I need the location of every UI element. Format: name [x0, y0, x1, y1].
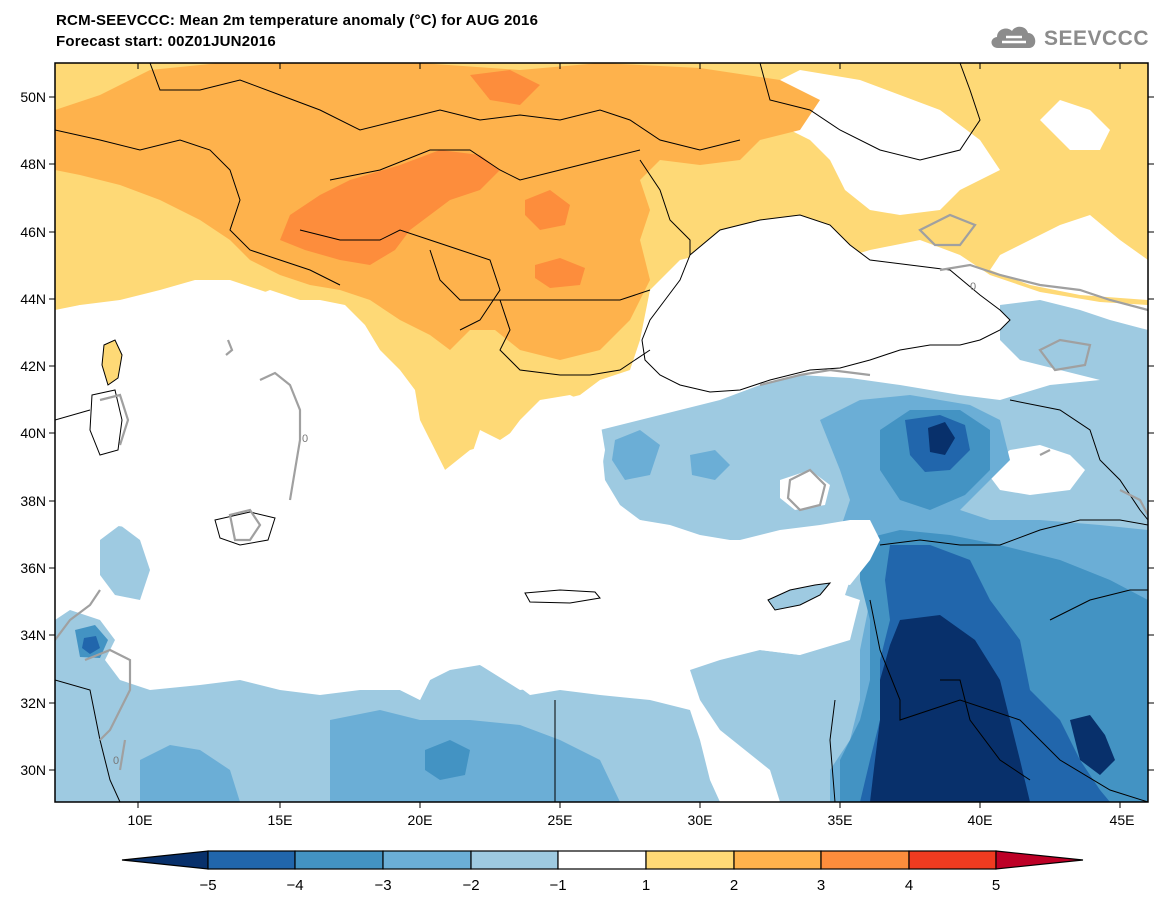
neutral-patch-anatolia2	[780, 470, 830, 510]
cyprus-island	[767, 582, 832, 611]
lat-label-44n: 44N	[20, 291, 46, 307]
colorbar-segment-neg3	[382, 850, 472, 870]
lon-label-35e: 35E	[828, 812, 853, 828]
lon-label-15e: 15E	[268, 812, 293, 828]
anomaly-region-pos2	[55, 63, 820, 360]
colorbar-label-pos1: 1	[642, 877, 650, 894]
anomaly-region-neg2-africa	[140, 710, 620, 802]
lon-label-20e: 20E	[408, 812, 433, 828]
logo-text: SEEVCCC	[1043, 26, 1149, 50]
cloud-icon	[988, 22, 1040, 55]
latitude-axis	[49, 96, 1154, 771]
lat-label-40n: 40N	[20, 425, 46, 441]
colorbar-segment-neg2	[470, 850, 559, 870]
anomaly-region-pos3-north	[470, 70, 540, 105]
lon-label-40e: 40E	[968, 812, 993, 828]
lat-label-46n: 46N	[20, 224, 46, 240]
anomaly-region-pos3-romania	[525, 190, 570, 230]
colorbar-label-pos4: 4	[905, 877, 913, 894]
colorbar-segment-neutral	[557, 850, 647, 870]
colorbar-label-pos3: 3	[817, 877, 825, 894]
contour-label-east: 0	[970, 281, 976, 293]
seevccc-logo: SEEVCCC	[988, 22, 1149, 55]
colorbar-segment-pos1	[645, 850, 735, 870]
lat-label-42n: 42N	[20, 358, 46, 374]
colorbar-segment-neg5	[207, 850, 296, 870]
lon-label-25e: 25E	[548, 812, 573, 828]
colorbar-segment-pos2	[733, 850, 822, 870]
anomaly-region-pos3-serbia	[535, 258, 585, 288]
colorbar-segment-below-neg5	[121, 850, 209, 870]
anomaly-region-pos3-central	[280, 150, 500, 265]
lat-label-34n: 34N	[20, 627, 46, 643]
longitude-axis	[137, 63, 1121, 808]
colorbar-segment-pos3	[820, 850, 910, 870]
colorbar-label-pos2: 2	[730, 877, 738, 894]
caspian-gulf	[1040, 100, 1110, 150]
aegean-sea	[470, 410, 630, 560]
colorbar-label-neg1: −1	[549, 877, 566, 894]
tyrrhenian-sea	[100, 380, 300, 520]
colorbar-label-neg2: −2	[462, 877, 479, 894]
contour-label-italy: 0	[302, 433, 308, 445]
colorbar-segment-above-pos5	[995, 850, 1084, 870]
lon-label-45e: 45E	[1110, 812, 1135, 828]
corsica-island	[101, 339, 123, 386]
anomaly-region-neg2-anatolia-west	[612, 430, 660, 480]
colorbar-label-pos5: 5	[992, 877, 1000, 894]
lon-label-10e: 10E	[128, 812, 153, 828]
colorbar-label-neg3: −3	[374, 877, 391, 894]
lat-label-36n: 36N	[20, 560, 46, 576]
map-plot-area: 0 0 0	[55, 63, 1148, 802]
colorbar	[121, 850, 1084, 870]
lat-label-32n: 32N	[20, 695, 46, 711]
neutral-patch-east	[990, 215, 1148, 300]
lat-label-30n: 30N	[20, 762, 46, 778]
colorbar-label-neg5: −5	[199, 877, 216, 894]
neutral-patch-anatolia	[985, 445, 1085, 495]
colorbar-segment-neg4	[294, 850, 384, 870]
anomaly-region-neg1-tunisia	[100, 525, 150, 600]
map-title: RCM-SEEVCCC: Mean 2m temperature anomaly…	[56, 12, 539, 29]
anomaly-region-neg3-africa	[75, 625, 470, 780]
colorbar-label-neg4: −4	[286, 877, 303, 894]
lat-label-50n: 50N	[20, 89, 46, 105]
lon-label-30e: 30E	[688, 812, 713, 828]
mediterranean-sea	[55, 290, 880, 610]
country-borders	[55, 63, 1148, 802]
lat-label-38n: 38N	[20, 493, 46, 509]
anomaly-region-neg1-east2	[1000, 300, 1148, 390]
anomaly-region-neg5-east	[870, 422, 1115, 802]
colorbar-segment-pos4	[908, 850, 997, 870]
sardinia-island	[89, 389, 123, 456]
contour-label-libya: 0	[113, 755, 119, 767]
zero-contours	[55, 213, 1148, 771]
black-sea	[641, 214, 1011, 393]
mediterranean-sea-south	[140, 560, 860, 700]
anomaly-region-neg4-africa	[82, 636, 100, 654]
anomaly-region-neg2-anatolia-mid	[690, 450, 730, 480]
lat-label-48n: 48N	[20, 156, 46, 172]
crete-island	[524, 589, 601, 604]
forecast-start-label: Forecast start: 00Z01JUN2016	[56, 33, 276, 50]
